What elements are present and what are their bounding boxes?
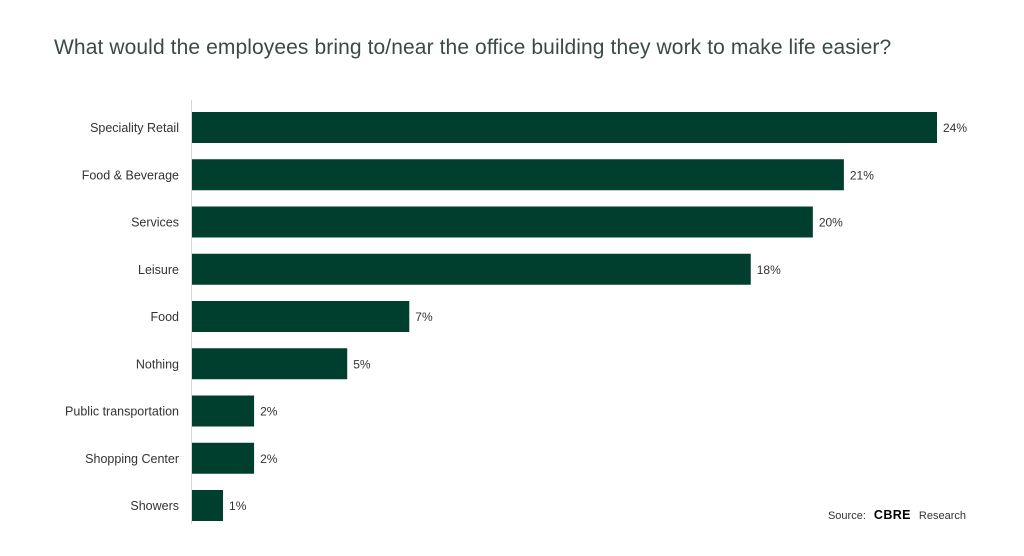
- source-prefix: Source:: [827, 510, 866, 522]
- bar: [192, 490, 224, 521]
- category-label: Showers: [130, 499, 179, 513]
- bar: [192, 159, 844, 191]
- bar: [192, 442, 255, 474]
- source-suffix: Research: [918, 510, 966, 522]
- value-label: 2%: [260, 405, 278, 419]
- category-label: Nothing: [136, 357, 179, 371]
- value-label: 7%: [415, 310, 433, 324]
- value-label: 18%: [757, 263, 781, 277]
- bar: [192, 253, 751, 285]
- chart-title: What would the employees bring to/near t…: [54, 36, 892, 59]
- category-label: Food & Beverage: [82, 168, 179, 182]
- category-label: Shopping Center: [85, 452, 179, 466]
- source-note: Source: CBRE Research: [828, 508, 966, 522]
- bar: [192, 301, 410, 332]
- category-label: Services: [131, 216, 179, 230]
- bars-group: Speciality Retail 24% Food & Beverage 21% Se…: [65, 112, 967, 521]
- value-label: 21%: [850, 168, 874, 182]
- value-label: 24%: [943, 121, 967, 135]
- bar: [192, 395, 255, 427]
- category-label: Food: [151, 310, 180, 324]
- value-label: 2%: [260, 452, 278, 466]
- value-label: 20%: [819, 216, 843, 230]
- category-label: Public transportation: [65, 405, 179, 419]
- bar: [192, 206, 813, 238]
- bar: [192, 112, 937, 143]
- source-brand-logo: CBRE: [873, 508, 911, 522]
- value-label: 5%: [353, 357, 371, 371]
- category-label: Leisure: [138, 263, 179, 277]
- bar: [192, 348, 348, 380]
- category-label: Speciality Retail: [90, 121, 179, 135]
- value-label: 1%: [229, 499, 247, 513]
